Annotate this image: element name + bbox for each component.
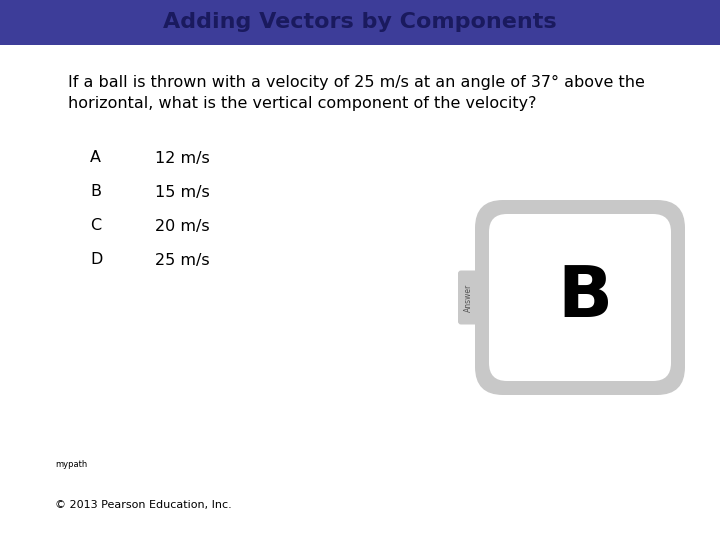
Text: 25 m/s: 25 m/s	[155, 253, 210, 267]
FancyBboxPatch shape	[458, 271, 478, 325]
FancyBboxPatch shape	[489, 214, 671, 381]
Text: B: B	[557, 263, 613, 332]
Text: A: A	[90, 151, 101, 165]
Bar	[0, 0, 720, 45]
Text: Answer: Answer	[464, 284, 472, 312]
Text: Adding Vectors by Components: Adding Vectors by Components	[163, 12, 557, 32]
Text: If a ball is thrown with a velocity of 25 m/s at an angle of 37° above the
horiz: If a ball is thrown with a velocity of 2…	[68, 75, 645, 111]
Text: mypath: mypath	[55, 460, 87, 469]
Text: 12 m/s: 12 m/s	[155, 151, 210, 165]
Text: C: C	[90, 219, 101, 233]
FancyBboxPatch shape	[475, 200, 685, 395]
Text: © 2013 Pearson Education, Inc.: © 2013 Pearson Education, Inc.	[55, 500, 232, 510]
Text: 20 m/s: 20 m/s	[155, 219, 210, 233]
Text: 15 m/s: 15 m/s	[155, 185, 210, 199]
Text: B: B	[90, 185, 101, 199]
Text: D: D	[90, 253, 102, 267]
